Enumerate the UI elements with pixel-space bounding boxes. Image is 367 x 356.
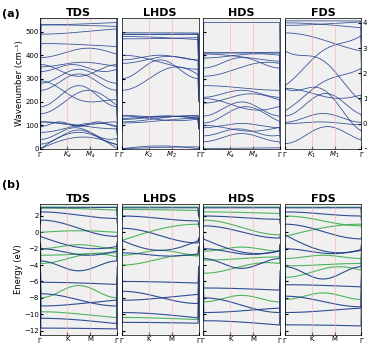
Title: TDS: TDS xyxy=(66,194,91,204)
Title: HDS: HDS xyxy=(228,8,255,18)
Title: HDS: HDS xyxy=(228,194,255,204)
Y-axis label: Wavenumber (cm⁻¹): Wavenumber (cm⁻¹) xyxy=(15,40,24,126)
Title: LHDS: LHDS xyxy=(143,8,177,18)
Text: (a): (a) xyxy=(2,9,19,19)
Text: (b): (b) xyxy=(2,180,20,190)
Title: TDS: TDS xyxy=(66,8,91,18)
Title: FDS: FDS xyxy=(311,194,335,204)
Y-axis label: Energy (eV): Energy (eV) xyxy=(14,244,23,294)
Title: LHDS: LHDS xyxy=(143,194,177,204)
Title: FDS: FDS xyxy=(311,8,335,18)
